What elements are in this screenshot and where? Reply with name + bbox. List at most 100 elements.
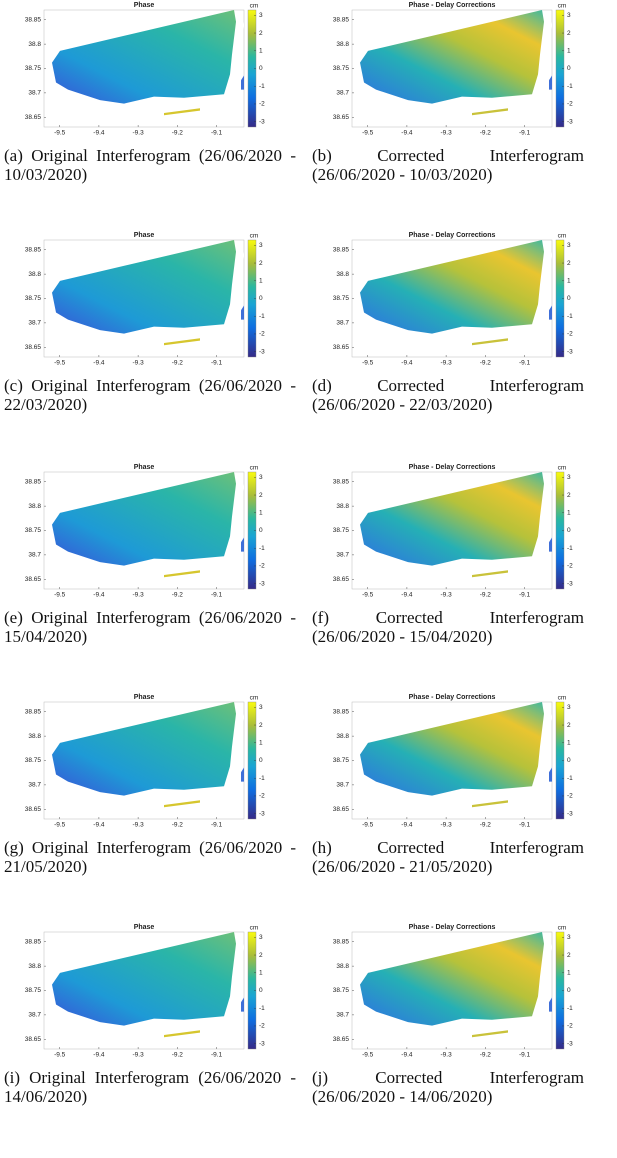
x-tick-label: -9.5 [362, 360, 374, 367]
colorbar-tick-label: -2 [259, 1023, 265, 1030]
y-tick-label: 38.7 [28, 90, 41, 97]
x-tick-label: -9.3 [133, 822, 145, 829]
coast-piece [549, 767, 552, 782]
subfigure: Phase -9.5 -9.4 -9.3 -9.2 -9.1 38.65 38.7 38.75 3… [4, 922, 304, 1106]
x-tick-label: -9.2 [480, 360, 492, 367]
x-tick-label: -9.3 [441, 130, 453, 137]
sea-cut [546, 251, 552, 285]
map-plot: Phase -9.5 -9.4 -9.3 -9.2 -9.1 38.65 38.7 38.75 3… [25, 924, 265, 1059]
map-plot: Phase - Delay Corrections -9.5 -9.4 -9.3 -9.… [333, 232, 573, 367]
sea-cut [546, 483, 552, 517]
sea-cut [238, 21, 244, 55]
y-tick-label: 38.75 [333, 527, 350, 534]
sea-cut [238, 251, 244, 285]
island [472, 570, 508, 578]
y-tick-label: 38.85 [333, 16, 350, 23]
y-tick-label: 38.65 [333, 344, 350, 351]
y-tick-label: 38.75 [333, 65, 350, 72]
x-tick-label: -9.2 [480, 1052, 492, 1059]
map-plot: Phase -9.5 -9.4 -9.3 -9.2 -9.1 38.65 38.7 38.75 3… [25, 464, 265, 599]
colorbar-label: cm [250, 233, 259, 240]
x-tick-label: -9.4 [93, 130, 105, 137]
colorbar-tick-label: -2 [567, 101, 573, 108]
colorbar-tick-label: 1 [567, 739, 571, 746]
colorbar-tick-label: -1 [567, 775, 573, 782]
y-tick-label: 38.8 [336, 271, 349, 278]
map-plot: Phase - Delay Corrections -9.5 -9.4 -9.3 -9.… [333, 464, 573, 599]
colorbar-tick-label: 1 [259, 739, 263, 746]
colorbar-tick-label: -3 [259, 348, 265, 355]
y-tick-label: 38.65 [333, 806, 350, 813]
y-tick-label: 38.85 [25, 478, 42, 485]
x-tick-label: -9.1 [211, 592, 223, 599]
caption: (i) Original Interferogram (26/06/2020 -… [4, 1068, 296, 1106]
y-tick-label: 38.65 [25, 576, 42, 583]
y-tick-label: 38.75 [333, 295, 350, 302]
y-tick-label: 38.8 [28, 503, 41, 510]
y-tick-label: 38.7 [28, 1012, 41, 1019]
coast-piece [549, 75, 552, 90]
y-tick-label: 38.85 [333, 246, 350, 253]
y-tick-label: 38.8 [28, 733, 41, 740]
subfigure: Phase - Delay Corrections -9.5 -9.4 -9.3 -9.… [312, 230, 612, 414]
x-tick-label: -9.2 [172, 1052, 184, 1059]
plot-title: Phase [134, 232, 155, 239]
colorbar-tick-label: -3 [567, 1040, 573, 1047]
colorbar-tick-label: 2 [259, 492, 263, 499]
colorbar-tick-label: -2 [259, 101, 265, 108]
y-tick-label: 38.85 [25, 708, 42, 715]
land-map [360, 472, 544, 566]
coast-piece [241, 997, 244, 1012]
x-tick-label: -9.5 [362, 1052, 374, 1059]
coast-piece [549, 997, 552, 1012]
colorbar-label: cm [250, 695, 259, 702]
plot-title: Phase [134, 924, 155, 931]
y-tick-label: 38.65 [333, 114, 350, 121]
colorbar-label: cm [558, 925, 567, 932]
y-tick-label: 38.7 [28, 552, 41, 559]
land-map [52, 240, 236, 334]
subfigure: Phase - Delay Corrections -9.5 -9.4 -9.3 -9.… [312, 922, 612, 1106]
colorbar-tick-label: 2 [259, 952, 263, 959]
colorbar-tick-label: 3 [259, 704, 263, 711]
colorbar-tick-label: -1 [259, 83, 265, 90]
colorbar-tick-label: 3 [567, 934, 571, 941]
x-tick-label: -9.4 [401, 360, 413, 367]
colorbar-tick-label: 3 [567, 704, 571, 711]
plot-title: Phase - Delay Corrections [409, 924, 496, 931]
y-tick-label: 38.7 [336, 320, 349, 327]
colorbar-tick-label: 1 [567, 277, 571, 284]
x-tick-label: -9.5 [362, 592, 374, 599]
x-tick-label: -9.5 [54, 592, 66, 599]
colorbar-tick-label: -1 [567, 1005, 573, 1012]
colorbar-tick-label: 2 [259, 260, 263, 267]
sea-cut [546, 713, 552, 747]
x-tick-label: -9.1 [519, 1052, 531, 1059]
plot-title: Phase - Delay Corrections [409, 464, 496, 471]
island [164, 800, 200, 808]
colorbar-tick-label: 0 [567, 527, 571, 534]
y-tick-label: 38.65 [25, 114, 42, 121]
x-tick-label: -9.3 [441, 360, 453, 367]
y-tick-label: 38.7 [336, 552, 349, 559]
y-tick-label: 38.85 [333, 938, 350, 945]
colorbar-tick-label: 2 [567, 722, 571, 729]
island [472, 338, 508, 346]
y-tick-label: 38.75 [25, 295, 42, 302]
y-tick-label: 38.85 [333, 708, 350, 715]
y-tick-label: 38.8 [336, 503, 349, 510]
x-tick-label: -9.3 [441, 1052, 453, 1059]
colorbar-tick-label: -2 [567, 331, 573, 338]
x-tick-label: -9.3 [133, 592, 145, 599]
x-tick-label: -9.1 [211, 822, 223, 829]
colorbar-tick-label: -2 [259, 331, 265, 338]
plot-title: Phase - Delay Corrections [409, 232, 496, 239]
caption: (d) Corrected Interferogram (26/06/2020 … [312, 376, 584, 414]
x-tick-label: -9.2 [480, 822, 492, 829]
colorbar-label: cm [250, 3, 259, 10]
colorbar-label: cm [558, 465, 567, 472]
island [164, 338, 200, 346]
caption: (g) Original Interferogram (26/06/2020 -… [4, 838, 296, 876]
colorbar-tick-label: 0 [259, 987, 263, 994]
